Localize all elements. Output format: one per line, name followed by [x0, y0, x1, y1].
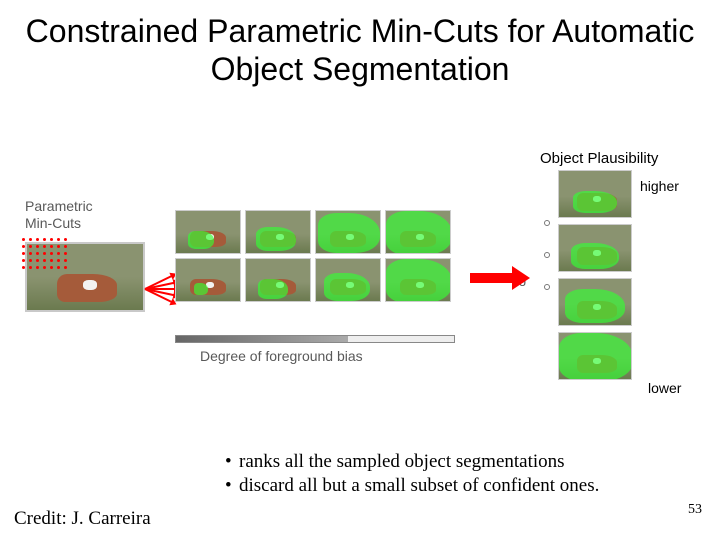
page-number: 53: [688, 502, 702, 518]
candidate-cell: [385, 258, 451, 302]
credit-line: Credit: J. Carreira: [14, 508, 151, 530]
cow-shape: [57, 274, 117, 302]
ranked-column: [558, 170, 632, 380]
ranked-cell: [558, 332, 632, 380]
candidate-grid: [175, 210, 455, 306]
ranked-cell: [558, 170, 632, 218]
vertical-dots-icon: [540, 220, 554, 290]
label-higher: higher: [640, 178, 679, 194]
bias-bar: [175, 335, 455, 343]
ranked-cell: [558, 224, 632, 272]
label-lower: lower: [648, 380, 681, 396]
bias-bar-fill: [176, 336, 348, 342]
candidate-cell: [175, 210, 241, 254]
label-object-plausibility: Object Plausibility: [540, 150, 658, 167]
bullet-item: •ranks all the sampled object segmentati…: [225, 450, 705, 474]
candidate-cell: [245, 210, 311, 254]
ranking-arrow-icon: [470, 268, 530, 288]
label-parametric-mincuts: ParametricMin-Cuts: [25, 198, 93, 232]
candidate-cell: [315, 210, 381, 254]
diagram: Object Plausibility higher lower Paramet…: [0, 150, 720, 450]
candidate-cell: [315, 258, 381, 302]
page-title: Constrained Parametric Min-Cuts for Auto…: [0, 0, 720, 89]
bullet-item: •discard all but a small subset of confi…: [225, 474, 705, 498]
label-degree-bias: Degree of foreground bias: [200, 348, 363, 364]
candidate-cell: [175, 258, 241, 302]
candidate-cell: [245, 258, 311, 302]
bullet-list: •ranks all the sampled object segmentati…: [225, 450, 705, 498]
seed-point-grid: [22, 238, 72, 278]
candidate-cell: [385, 210, 451, 254]
ranked-cell: [558, 278, 632, 326]
